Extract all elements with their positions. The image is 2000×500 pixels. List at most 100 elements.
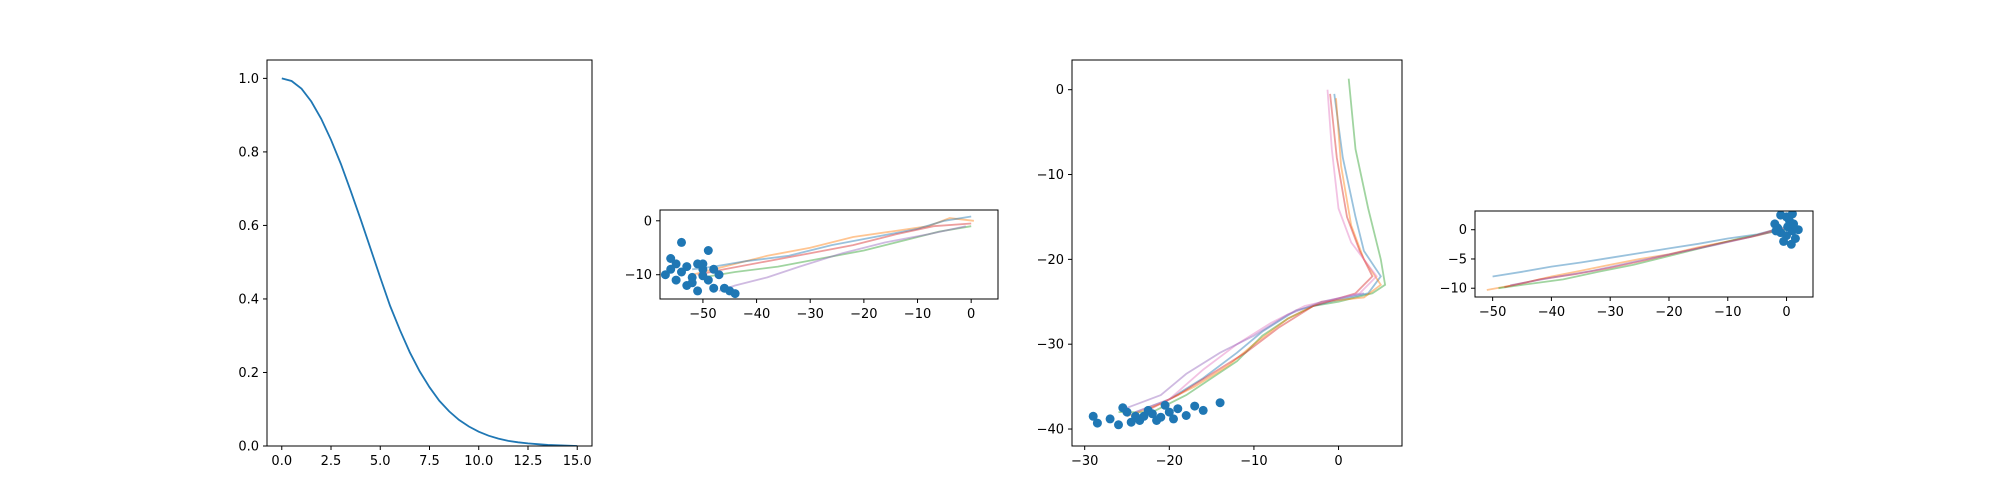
trajectory-line-0 xyxy=(1118,78,1387,413)
series-line-0 xyxy=(281,77,578,446)
trajectory-line-3 xyxy=(1504,227,1787,288)
trajectory-line-1 xyxy=(1135,93,1382,413)
subplot-4-trajectories: −50 −40 −30 −20 −10 0−10−50 xyxy=(1440,210,1814,320)
scatter-point-14 xyxy=(1215,398,1225,408)
scatter-point-11 xyxy=(1181,411,1191,420)
x-tick-label: −40 xyxy=(743,307,770,322)
plot-area xyxy=(1088,78,1387,430)
trajectory-line-2 xyxy=(702,225,972,279)
scatter-point-16 xyxy=(687,278,697,288)
x-tick-label: −30 xyxy=(1596,305,1623,320)
x-tick-label: 0.0 xyxy=(271,454,292,469)
y-tick-label: 0.0 xyxy=(238,440,259,455)
scatter-point-18 xyxy=(1126,417,1136,427)
scatter-point-9 xyxy=(1164,407,1174,417)
axes-frame xyxy=(659,209,999,300)
x-tick-label: −50 xyxy=(1479,305,1506,320)
scatter-point-12 xyxy=(1190,401,1200,411)
trajectory-line-0 xyxy=(1492,225,1787,278)
y-tick-label: 1.0 xyxy=(238,72,259,87)
trajectory-line-1 xyxy=(1486,228,1781,291)
y-tick-label: 0 xyxy=(1056,83,1064,98)
trajectory-line-4 xyxy=(1135,89,1378,413)
y-tick-label: 0.4 xyxy=(238,292,259,307)
x-tick-label: 15.0 xyxy=(563,454,592,469)
x-tick-label: −50 xyxy=(689,307,716,322)
trajectory-line-0 xyxy=(691,217,974,276)
y-tick-label: −20 xyxy=(1037,253,1064,268)
scatter-point-19 xyxy=(730,289,740,299)
trajectory-line-4 xyxy=(1510,228,1781,287)
scatter-point-14 xyxy=(677,267,686,277)
scatter-point-19 xyxy=(1160,400,1170,410)
x-tick-label: 0 xyxy=(967,307,975,322)
subplot-2-trajectories: −50 −40 −30 −20 −10 0 −10 0 xyxy=(625,209,999,322)
trajectory-line-5 xyxy=(1126,292,1365,409)
trajectory-line-3 xyxy=(697,222,972,276)
scatter-point-20 xyxy=(719,283,729,293)
x-tick-label: −30 xyxy=(797,307,824,322)
plot-area xyxy=(281,77,578,446)
scatter-point-15 xyxy=(1118,403,1128,413)
x-tick-label: 0 xyxy=(1334,454,1342,469)
x-tick-label: −10 xyxy=(1714,305,1741,320)
x-tick-label: 7.5 xyxy=(419,454,440,469)
y-tick-label: 0.8 xyxy=(238,145,259,160)
scatter-point-13 xyxy=(1771,226,1781,236)
scatter-point-0 xyxy=(1088,411,1098,421)
y-tick-label: 0.2 xyxy=(238,366,259,381)
scatter-point-15 xyxy=(698,271,708,281)
trajectory-line-4 xyxy=(718,225,966,292)
x-tick-label: −30 xyxy=(1071,454,1098,469)
x-tick-label: 2.5 xyxy=(321,454,342,469)
scatter-point-13 xyxy=(1198,405,1208,415)
x-tick-label: 10.0 xyxy=(464,454,493,469)
y-tick-label: −10 xyxy=(1440,282,1467,297)
scatter-point-20 xyxy=(1139,411,1149,421)
y-tick-label: −30 xyxy=(1037,338,1064,353)
scatter-point-10 xyxy=(1779,236,1789,246)
y-tick-label: −5 xyxy=(1448,252,1467,267)
scatter-point-8 xyxy=(671,275,681,285)
scatter-point-10 xyxy=(1173,404,1183,414)
y-tick-label: 0.6 xyxy=(238,219,259,234)
trajectory-line-2 xyxy=(1126,98,1383,418)
scatter-point-12 xyxy=(1790,234,1800,243)
trajectory-line-2 xyxy=(1498,228,1787,290)
x-tick-label: 5.0 xyxy=(370,454,391,469)
subplot-1-cosine-decay: 0.0 2.5 5.0 7.5 10.0 12.5 15.0 0.0 0.2 0.4 0.6 0.8 1… xyxy=(238,59,593,469)
x-tick-label: 12.5 xyxy=(514,454,543,469)
y-tick-label: −40 xyxy=(1037,423,1064,438)
trajectory-line-3 xyxy=(1143,93,1374,413)
x-tick-label: −40 xyxy=(1538,305,1565,320)
scatter-point-15 xyxy=(1789,219,1799,229)
plot-area xyxy=(1486,211,1803,291)
axes-frame xyxy=(1071,59,1403,447)
trajectory-line-1 xyxy=(692,215,972,271)
scatter-point-13 xyxy=(693,286,703,296)
x-tick-label: −10 xyxy=(904,307,931,322)
scatter-point-21 xyxy=(1152,416,1162,425)
axes-frame xyxy=(1474,210,1814,298)
scatter-point-23 xyxy=(709,264,719,274)
scatter-point-22 xyxy=(698,259,708,269)
y-tick-label: −10 xyxy=(1037,168,1064,183)
y-tick-label: 0 xyxy=(644,214,652,229)
scatter-point-12 xyxy=(709,283,719,293)
scatter-point-0 xyxy=(677,237,686,247)
y-tick-label: 0 xyxy=(1459,223,1467,238)
plot-area xyxy=(660,215,974,299)
x-tick-label: −20 xyxy=(850,307,877,322)
scatter-point-1 xyxy=(1092,418,1102,428)
y-tick-label: −10 xyxy=(625,268,652,283)
x-tick-label: −20 xyxy=(1156,454,1183,469)
scatter-point-3 xyxy=(1114,420,1123,430)
subplot-3-trajectories: −30 −20 −10 0 −40 −30 −20 −10 0 xyxy=(1037,59,1403,469)
scatter-point-1 xyxy=(703,246,713,255)
scatter-point-21 xyxy=(666,264,676,274)
x-tick-label: −20 xyxy=(1655,305,1682,320)
scatter-point-17 xyxy=(1169,414,1178,424)
x-tick-label: 0 xyxy=(1782,305,1790,320)
scatter-point-2 xyxy=(1105,414,1115,424)
